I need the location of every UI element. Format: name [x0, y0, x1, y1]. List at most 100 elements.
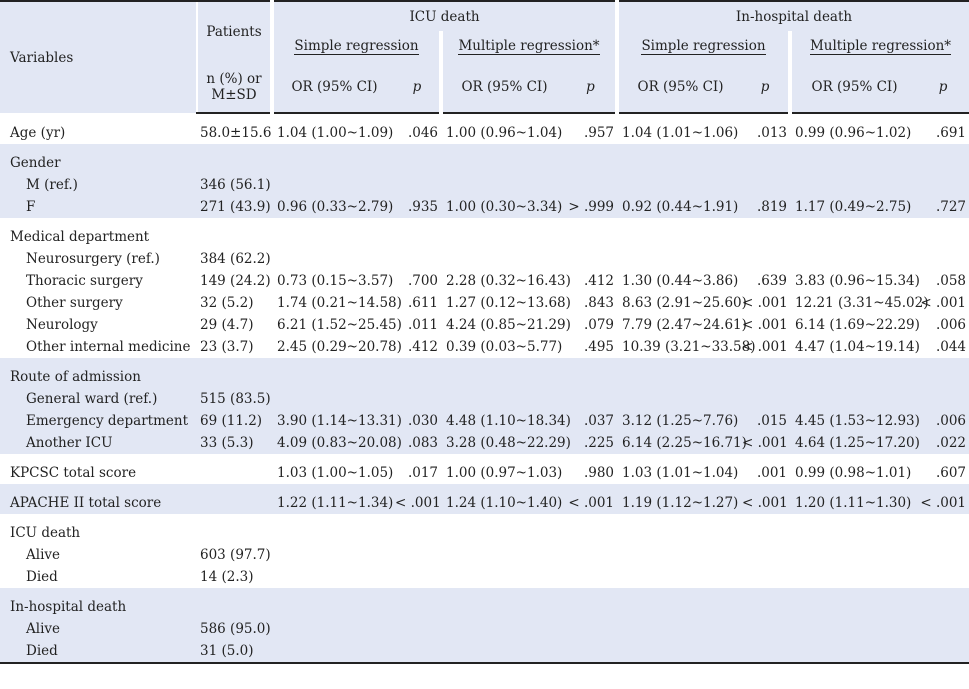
spacer-cell [617, 144, 743, 152]
header-hos-multiple-p: p [917, 61, 969, 114]
spacer-cell [441, 588, 566, 596]
icu-simple-or-cell [272, 640, 395, 664]
header-hos-multiple: Multiple regression* [788, 31, 969, 61]
header-icu-death: ICU death [269, 0, 618, 31]
icu-simple-or-cell: 0.96 (0.33~2.79) [272, 196, 395, 218]
spacer-cell [272, 514, 395, 522]
hos-multiple-or-cell [790, 152, 918, 174]
spacer-cell [395, 144, 441, 152]
patients-cell [197, 596, 272, 618]
icu-simple-or-cell: 1.04 (1.00~1.09) [277, 125, 394, 141]
table-body: Age (yr) 58.0±15.6 1.04 (1.00~1.09) .046 1.0… [0, 113, 969, 664]
icu-simple-or-cell [272, 596, 395, 618]
icu-simple-or-cell [272, 388, 395, 410]
icu-multiple-or-cell [441, 388, 566, 410]
table-row: In-hospital death [0, 596, 969, 618]
hos-multiple-or-cell [790, 388, 918, 410]
table-row: APACHE II total score 1.22 (1.11~1.34) < .… [0, 492, 969, 514]
icu-multiple-p-cell [566, 388, 618, 410]
variable-label: Died [0, 640, 197, 664]
hos-multiple-p-cell: .022 [917, 432, 969, 454]
icu-multiple-or-cell: 4.48 (1.10~18.34) [441, 410, 571, 432]
spacer-cell [790, 144, 918, 152]
variable-label: Alive [0, 618, 197, 640]
hos-multiple-p-cell: .691 [935, 125, 967, 141]
patients-cell: 14 (2.3) [200, 569, 254, 585]
spacer-cell [617, 454, 742, 462]
spacer-cell [566, 454, 617, 462]
icu-multiple-p-cell: < .001 [566, 492, 618, 514]
hos-multiple-or-cell: 12.21 (3.31~45.02) [795, 295, 929, 311]
patients-cell: 58.0±15.6 [200, 125, 272, 141]
header-variables: Variables [0, 0, 197, 113]
hos-multiple-or-cell [790, 640, 918, 664]
icu-simple-p-cell [395, 522, 441, 544]
icu-simple-p-cell [395, 248, 441, 270]
hos-simple-p-cell: < .001 [742, 317, 788, 333]
hos-simple-or-cell: 8.63 (2.91~25.60) [622, 295, 747, 311]
table-row: KPCSC total score 1.03 (1.00~1.05) .017 1.0… [0, 462, 969, 484]
spacer-cell [617, 113, 742, 122]
hos-multiple-or-cell [790, 248, 917, 270]
icu-multiple-or-cell: 1.00 (0.97~1.03) [446, 465, 563, 481]
hos-multiple-or-cell [790, 366, 918, 388]
icu-simple-or-cell [272, 522, 395, 544]
table-row: Medical department [0, 226, 969, 248]
group-spacer [0, 514, 969, 522]
spacer-cell [441, 358, 566, 366]
icu-simple-p-cell [395, 226, 441, 248]
group-spacer [0, 484, 969, 492]
patients-cell: 271 (43.9) [197, 196, 272, 218]
hos-multiple-or-cell: 4.47 (1.04~19.14) [795, 339, 920, 355]
header-icu-multiple: Multiple regression* [438, 31, 618, 61]
table-row: Alive 586 (95.0) [0, 618, 969, 640]
spacer-cell [197, 484, 272, 492]
icu-simple-or-cell: 1.22 (1.11~1.34) [272, 492, 395, 514]
patients-cell: 23 (3.7) [200, 339, 254, 355]
patients-cell: 603 (97.7) [200, 547, 271, 563]
patients-cell [197, 152, 272, 174]
table-row: Other surgery 32 (5.2) 1.74 (0.21~14.58) .6… [0, 292, 969, 314]
spacer-cell [441, 144, 566, 152]
hos-multiple-or-cell: 1.17 (0.49~2.75) [790, 196, 918, 218]
table-row: ICU death [0, 522, 969, 544]
icu-multiple-p-cell [566, 544, 617, 566]
spacer-cell [566, 588, 618, 596]
hos-multiple-or-cell [790, 566, 917, 588]
table-row: F 271 (43.9) 0.96 (0.33~2.79) .935 1.00 (0.3… [0, 196, 969, 218]
icu-multiple-p-cell: .980 [583, 465, 615, 481]
header-hos-simple: Simple regression [615, 31, 791, 61]
hos-simple-or-cell [617, 174, 743, 196]
hos-multiple-p-cell [917, 566, 969, 588]
spacer-cell [395, 113, 441, 122]
hos-simple-or-cell [617, 226, 742, 248]
spacer-cell [742, 484, 791, 492]
table-row: Neurology 29 (4.7) 6.21 (1.52~25.45) .011 4.… [0, 314, 969, 336]
hos-multiple-or-cell [790, 618, 918, 640]
icu-multiple-p-cell [566, 618, 618, 640]
header-hos-simple-label: Simple regression [641, 38, 766, 55]
spacer-cell [197, 588, 272, 596]
header-inhospital-death: In-hospital death [615, 0, 969, 31]
variable-label: Gender [0, 152, 197, 174]
hos-simple-or-cell: 1.30 (0.44~3.86) [622, 273, 739, 289]
hos-simple-p-cell [742, 388, 791, 410]
icu-multiple-p-cell [566, 174, 618, 196]
header-patients: Patients [196, 0, 272, 61]
spacer-cell [617, 484, 743, 492]
spacer-cell [272, 588, 395, 596]
spacer-cell [441, 454, 566, 462]
icu-multiple-p-cell: > .999 [566, 196, 618, 218]
hos-simple-or-cell: 1.03 (1.01~1.04) [622, 465, 739, 481]
header-hos-multiple-or: OR (95% CI) [788, 61, 918, 114]
spacer-cell [272, 113, 395, 122]
header-icu-multiple-p: p [566, 61, 618, 114]
group-spacer [0, 218, 969, 226]
icu-multiple-p-cell [566, 522, 617, 544]
spacer-cell [197, 113, 272, 122]
spacer-cell [197, 514, 272, 522]
spacer-cell [441, 514, 566, 522]
variable-label: Emergency department [0, 410, 197, 432]
variable-label: Another ICU [0, 432, 197, 454]
spacer-cell [742, 514, 790, 522]
